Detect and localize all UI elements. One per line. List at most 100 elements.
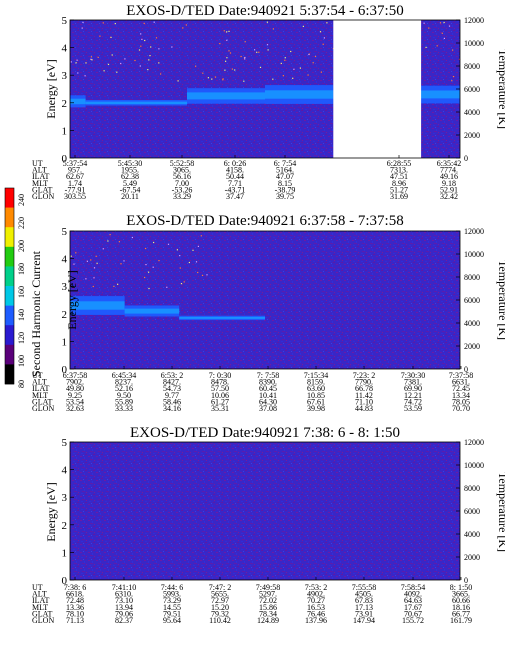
- ephemeris-value: 39.75: [276, 192, 294, 201]
- speckle-point: [103, 70, 105, 72]
- speckle-point: [452, 49, 454, 51]
- panel-2-ylabel-right: Temperature [K]: [496, 260, 505, 340]
- colorbar-tick-label: 80: [17, 380, 26, 388]
- speckle-point: [258, 51, 260, 53]
- ephemeris-value: 56.16: [173, 172, 191, 181]
- speckle-point: [182, 27, 184, 29]
- ephemeris-value: 79.51: [163, 609, 181, 618]
- colorbar-swatch: [5, 188, 14, 208]
- ephemeris-value: 7:37:58: [449, 371, 473, 380]
- ephemeris-value: 8390.: [259, 378, 277, 387]
- colorbar-swatch: [5, 286, 14, 306]
- colorbar-tick-label: 120: [17, 332, 26, 344]
- speckle-point: [102, 248, 104, 250]
- ephemeris-row-label: UT: [32, 583, 43, 592]
- speckle-point: [448, 25, 451, 27]
- ephemeris-value: 73.91: [355, 609, 373, 618]
- speckle-point: [145, 264, 147, 266]
- ephemeris-value: 5:37:54: [63, 159, 87, 168]
- ephemeris-value: 7: 7:58: [257, 371, 279, 380]
- y-tick-label: 4: [62, 43, 68, 55]
- ephemeris-value: 5297.: [259, 590, 277, 599]
- speckle-point: [290, 50, 292, 53]
- colorbar-swatch: [5, 364, 14, 385]
- ephemeris-value: 6:45:34: [112, 371, 136, 380]
- spectrogram-speckles: [70, 21, 461, 82]
- speckle-point: [75, 62, 77, 64]
- ephemeris-value: 67.61: [307, 397, 325, 406]
- y2-tick-label: 10000: [464, 461, 484, 470]
- speckle-point: [153, 21, 155, 23]
- ephemeris-value: 72.45: [452, 384, 470, 393]
- speckle-point: [82, 21, 84, 23]
- speckle-point: [254, 49, 256, 51]
- speckle-point: [443, 21, 445, 24]
- ephemeris-value: 74.72: [404, 397, 422, 406]
- speckle-point: [155, 37, 158, 39]
- ephemeris-value: 9.25: [68, 391, 82, 400]
- speckle-point: [272, 78, 274, 80]
- colorbar-swatches: [5, 188, 14, 385]
- ephemeris-value: 13.34: [452, 391, 470, 400]
- speckle-point: [312, 62, 314, 64]
- ephemeris-row-label: GLON: [32, 616, 54, 625]
- speckle-point: [99, 35, 101, 37]
- speckle-point: [428, 27, 430, 29]
- y-tick-label: 3: [62, 492, 68, 504]
- ephemeris-value: 7:49:58: [256, 583, 280, 592]
- panel-1-y-ticks: 0 1 2 3 4 5: [62, 15, 74, 165]
- speckle-point: [153, 241, 155, 244]
- ephemeris-row-label: MLT: [32, 603, 48, 612]
- speckle-point: [224, 69, 226, 71]
- speckle-point: [226, 57, 228, 59]
- ephemeris-value: 4505.: [355, 590, 373, 599]
- speckle-point: [134, 59, 136, 62]
- ephemeris-value: 7.00: [175, 179, 189, 188]
- speckle-point: [109, 234, 111, 236]
- colorbar-label: Second Harmonic Current: [29, 250, 43, 377]
- ephemeris-value: -38.79: [275, 185, 296, 194]
- ephemeris-value: 72.02: [259, 596, 277, 605]
- ephemeris-value: 8.15: [278, 179, 292, 188]
- energy-band-core: [70, 301, 125, 310]
- ephemeris-value: 66.78: [355, 384, 373, 393]
- speckle-point: [244, 41, 246, 43]
- speckle-point: [148, 59, 150, 61]
- speckle-point: [229, 52, 232, 54]
- ephemeris-value: 71.10: [355, 397, 373, 406]
- colorbar-tick-label: 220: [17, 217, 26, 229]
- speckle-point: [207, 77, 209, 79]
- speckle-point: [308, 53, 310, 56]
- speckle-point: [439, 22, 442, 24]
- speckle-point: [73, 263, 75, 265]
- ephemeris-value: 161.79: [450, 616, 472, 625]
- ephemeris-value: 64.63: [404, 596, 422, 605]
- speckle-point: [179, 267, 181, 269]
- y-tick-label: 1: [62, 125, 68, 137]
- y2-tick-label: 8000: [464, 484, 480, 493]
- ephemeris-value: 6631.: [452, 378, 470, 387]
- speckle-point: [425, 46, 427, 48]
- ephemeris-value: 64.30: [259, 397, 277, 406]
- energy-band-core: [124, 308, 180, 314]
- ephemeris-value: 50.44: [226, 172, 244, 181]
- speckle-point: [148, 287, 150, 290]
- energy-band-core: [421, 90, 460, 99]
- ephemeris-value: 4092.: [404, 590, 422, 599]
- y2-tick-label: 12000: [464, 227, 484, 236]
- ephemeris-row-label: GLAT: [32, 609, 53, 618]
- ephemeris-value: 95.64: [163, 616, 181, 625]
- speckle-point: [90, 58, 92, 60]
- speckle-point: [195, 261, 198, 263]
- speckle-point: [148, 271, 150, 273]
- y2-tick-label: 10000: [464, 250, 484, 259]
- speckle-point: [107, 240, 109, 242]
- speckle-point: [120, 263, 122, 265]
- panel-2-ylabel: Energy [eV]: [65, 270, 79, 329]
- panel-3-y-ticks: 0 1 2 3 4 5: [62, 437, 74, 587]
- panel-1: EXOS-D/TED Date:940921 5:37:54 - 6:37:50…: [32, 3, 505, 201]
- ephemeris-value: 15.86: [259, 603, 277, 612]
- y-tick-label: 5: [62, 226, 68, 238]
- speckle-point: [139, 65, 141, 67]
